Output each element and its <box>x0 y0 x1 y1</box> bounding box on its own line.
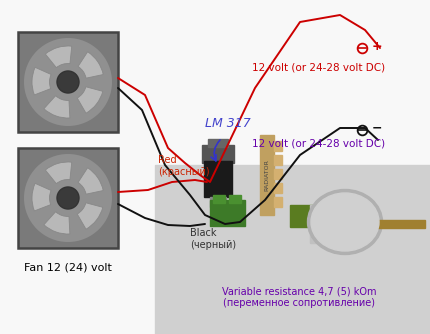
Bar <box>274 141 282 151</box>
Text: −: − <box>372 122 383 135</box>
Wedge shape <box>78 168 103 194</box>
Wedge shape <box>77 87 103 113</box>
Bar <box>274 183 282 193</box>
Ellipse shape <box>311 193 379 251</box>
Bar <box>202 145 234 163</box>
Bar <box>224 197 226 207</box>
Wedge shape <box>78 52 103 78</box>
Bar <box>274 197 282 207</box>
Bar <box>217 197 219 207</box>
Wedge shape <box>44 212 70 234</box>
Text: +: + <box>372 39 383 52</box>
Text: Variable resistance 4,7 (5) kOm
(переменное сопротивление): Variable resistance 4,7 (5) kOm (перемен… <box>222 286 377 308</box>
Text: 12 volt (or 24-28 volt DC): 12 volt (or 24-28 volt DC) <box>252 62 385 72</box>
Bar <box>18 32 118 132</box>
Bar <box>274 169 282 179</box>
Bar <box>155 165 430 334</box>
Bar <box>208 139 228 147</box>
Circle shape <box>24 38 112 126</box>
Bar <box>210 197 212 207</box>
Text: LM 317: LM 317 <box>205 117 251 130</box>
Circle shape <box>24 154 112 242</box>
Bar <box>365 220 425 228</box>
Circle shape <box>57 71 79 93</box>
Wedge shape <box>32 183 51 211</box>
Wedge shape <box>77 203 103 229</box>
Circle shape <box>57 187 79 209</box>
Text: RADIATOR: RADIATOR <box>264 159 270 191</box>
Bar <box>310 205 355 243</box>
Wedge shape <box>45 162 72 184</box>
Bar <box>210 200 245 226</box>
Wedge shape <box>45 46 72 67</box>
Text: Fan 12 (24) volt: Fan 12 (24) volt <box>24 262 112 272</box>
Text: Black
(черный): Black (черный) <box>190 228 236 249</box>
Text: Red
(красный): Red (красный) <box>158 155 210 177</box>
Bar <box>18 148 118 248</box>
Bar <box>260 135 274 215</box>
Text: 12 volt (or 24-28 volt DC): 12 volt (or 24-28 volt DC) <box>252 138 385 148</box>
Bar <box>213 195 225 203</box>
Bar <box>290 205 318 227</box>
Wedge shape <box>32 67 51 95</box>
Wedge shape <box>44 96 70 118</box>
Bar <box>229 195 241 203</box>
Bar <box>274 155 282 165</box>
Bar <box>204 161 232 197</box>
Ellipse shape <box>307 189 383 255</box>
